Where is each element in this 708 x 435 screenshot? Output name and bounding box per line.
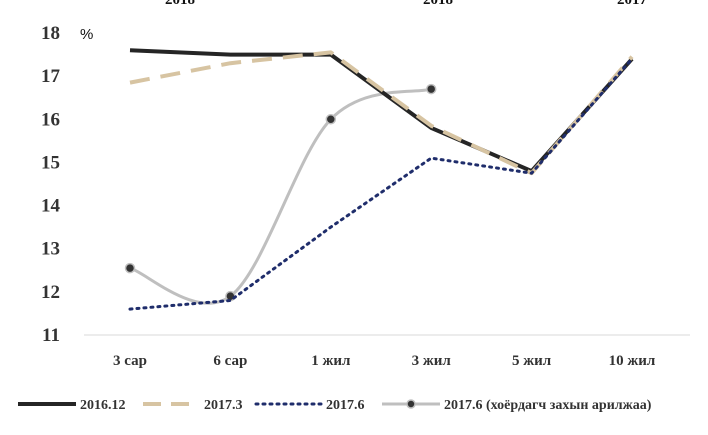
y-tick-label-12: 12	[41, 282, 60, 303]
top-label-3: 2017	[617, 0, 648, 8]
legend-label-2017-3: 2017.3	[204, 398, 243, 413]
series-layer	[124, 48, 634, 311]
y-tick-label-16: 16	[41, 109, 60, 130]
top-label-2: 2018	[423, 0, 453, 8]
y-tick-label-18: 18	[41, 23, 60, 44]
y-unit-label: %	[80, 26, 93, 43]
legend-label-2017-6-secondary: 2017.6 (хоёрдагч захын арилжаа)	[444, 398, 652, 413]
top-labels: 2018 2018 2017	[165, 0, 648, 8]
series-2017-3	[129, 50, 634, 176]
x-tick-label-6: 10 жил	[609, 353, 656, 369]
series-2017-6-secondary	[124, 83, 437, 305]
x-tick-label-1: 3 сар	[113, 353, 147, 369]
legend-label-2017-6: 2017.6	[326, 398, 365, 413]
y-tick-label-13: 13	[41, 239, 60, 260]
x-tick-label-5: 5 жил	[512, 353, 552, 369]
legend-marker-2017-6-secondary	[406, 399, 416, 409]
y-axis-ticks: 11 12 13 14 15 16 17 18	[41, 23, 61, 346]
y-tick-label-17: 17	[41, 66, 61, 87]
series-2017-6	[128, 57, 634, 311]
y-tick-label-15: 15	[41, 152, 60, 173]
series-line-2017-6	[128, 57, 634, 311]
top-label-1: 2018	[165, 0, 195, 8]
legend-label-2016-12: 2016.12	[80, 398, 126, 413]
y-tick-label-14: 14	[41, 196, 61, 217]
data-point-2017-6-secondary-4	[425, 83, 437, 95]
series-line-2017-6-secondary	[129, 87, 432, 305]
x-tick-label-3: 1 жил	[311, 353, 351, 369]
x-axis-ticks: 3 сар 6 сар 1 жил 3 жил 5 жил 10 жил	[113, 353, 656, 369]
data-point-2017-6-secondary-3	[325, 114, 337, 125]
legend: 2016.12 2017.3 2017.6 2017.6 (хоёрдагч з…	[18, 398, 652, 413]
series-line-2017-3	[129, 50, 634, 176]
x-tick-label-2: 6 сар	[213, 353, 247, 369]
y-tick-label-11: 11	[42, 325, 60, 346]
data-point-2017-6-secondary-1	[124, 262, 136, 274]
x-tick-label-4: 3 жил	[412, 353, 452, 369]
